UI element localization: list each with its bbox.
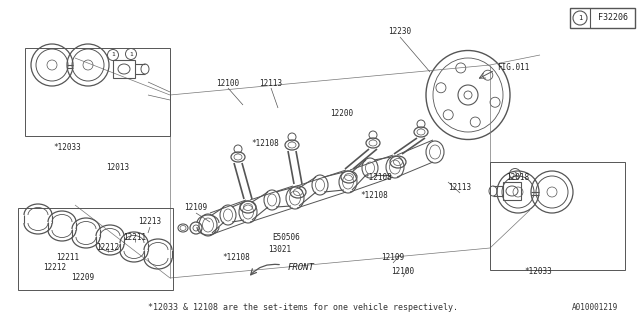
Text: *12033 & 12108 are the set-items for one vehicle respectively.: *12033 & 12108 are the set-items for one… (148, 303, 458, 313)
Text: 12211: 12211 (56, 253, 79, 262)
Text: *12108: *12108 (251, 139, 279, 148)
Text: F32206: F32206 (598, 13, 628, 22)
Bar (25, 48, 170, 136)
Text: 12212: 12212 (97, 243, 120, 252)
Text: 12113: 12113 (449, 183, 472, 193)
Text: 12211: 12211 (124, 233, 147, 242)
Text: 12113: 12113 (259, 78, 283, 87)
Bar (18, 208, 173, 290)
Text: 12109: 12109 (381, 253, 404, 262)
Text: 12100: 12100 (392, 268, 415, 276)
Text: 12109: 12109 (184, 204, 207, 212)
Bar (570, 8, 635, 28)
Text: *12108: *12108 (360, 191, 388, 201)
Text: *12108: *12108 (222, 253, 250, 262)
Text: 1: 1 (578, 15, 582, 21)
Text: 12213: 12213 (138, 218, 161, 227)
Text: A010001219: A010001219 (572, 303, 618, 313)
Text: 13021: 13021 (268, 245, 292, 254)
Bar (503, 182, 521, 200)
Bar (490, 162, 625, 270)
Text: 1: 1 (129, 52, 133, 57)
Text: 12100: 12100 (216, 78, 239, 87)
Text: 12230: 12230 (388, 28, 412, 36)
Text: 12013: 12013 (106, 164, 129, 172)
Text: *12108: *12108 (364, 173, 392, 182)
Text: 12200: 12200 (330, 108, 353, 117)
Bar (113, 60, 135, 78)
Text: 12018: 12018 (506, 173, 529, 182)
Text: 1: 1 (111, 52, 115, 58)
Text: FRONT: FRONT (288, 263, 315, 273)
Text: 12212: 12212 (44, 263, 67, 273)
Text: 12209: 12209 (72, 274, 95, 283)
Text: *12033: *12033 (53, 143, 81, 153)
Text: *12033: *12033 (524, 268, 552, 276)
Text: 1: 1 (513, 172, 517, 177)
Text: E50506: E50506 (272, 234, 300, 243)
Text: FIG.011: FIG.011 (497, 63, 529, 73)
